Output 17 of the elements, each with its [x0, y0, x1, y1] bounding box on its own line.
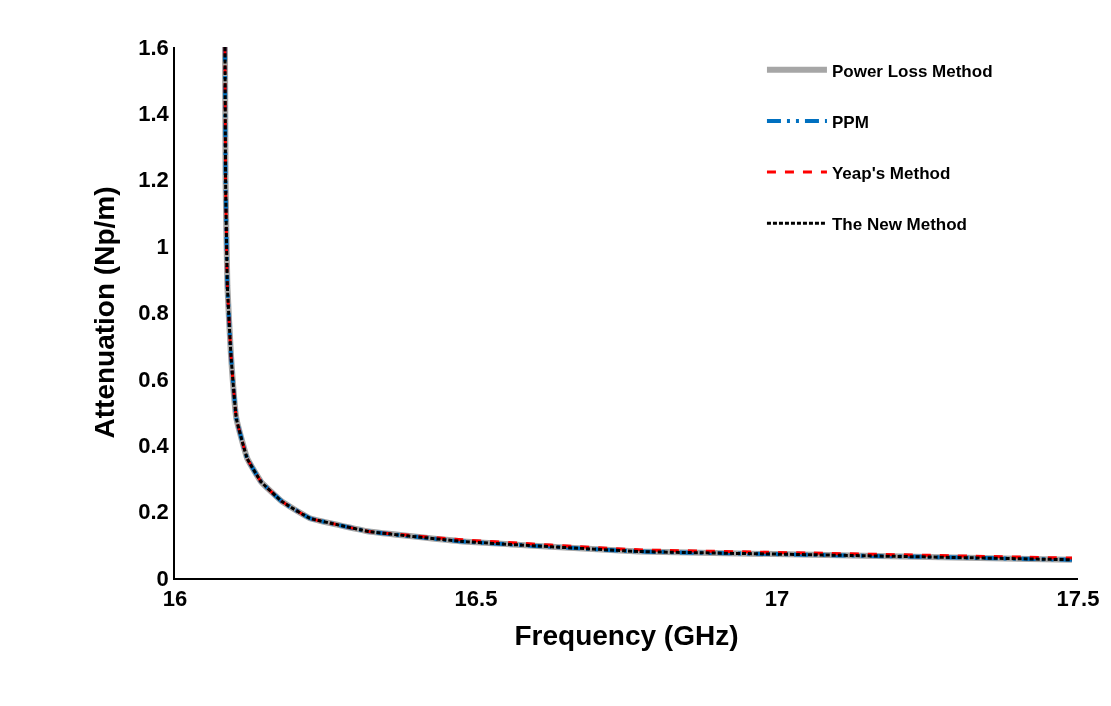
y-tick-label: 1 — [156, 233, 169, 259]
y-axis-title: Attenuation (Np/m) — [89, 186, 121, 439]
y-tick-label: 1.2 — [138, 167, 169, 193]
y-tick-label: 0.6 — [138, 366, 169, 392]
legend-label: The New Method — [831, 214, 968, 234]
x-axis-title: Frequency (GHz) — [514, 619, 739, 651]
x-tick-label: 16.5 — [454, 586, 498, 612]
y-tick-label: 0.4 — [138, 432, 170, 458]
y-tick-label: 1.6 — [138, 34, 169, 60]
legend-label: Yeap's Method — [831, 163, 951, 183]
legend-label: PPM — [831, 112, 869, 132]
y-tick-label: 0.8 — [138, 300, 169, 326]
x-tick-label: 17 — [764, 586, 790, 612]
y-tick-label: 0.2 — [138, 499, 169, 525]
y-tick-label: 1.4 — [138, 101, 170, 127]
legend-label: Power Loss Method — [831, 61, 993, 81]
x-tick-label: 17.5 — [1056, 586, 1100, 612]
